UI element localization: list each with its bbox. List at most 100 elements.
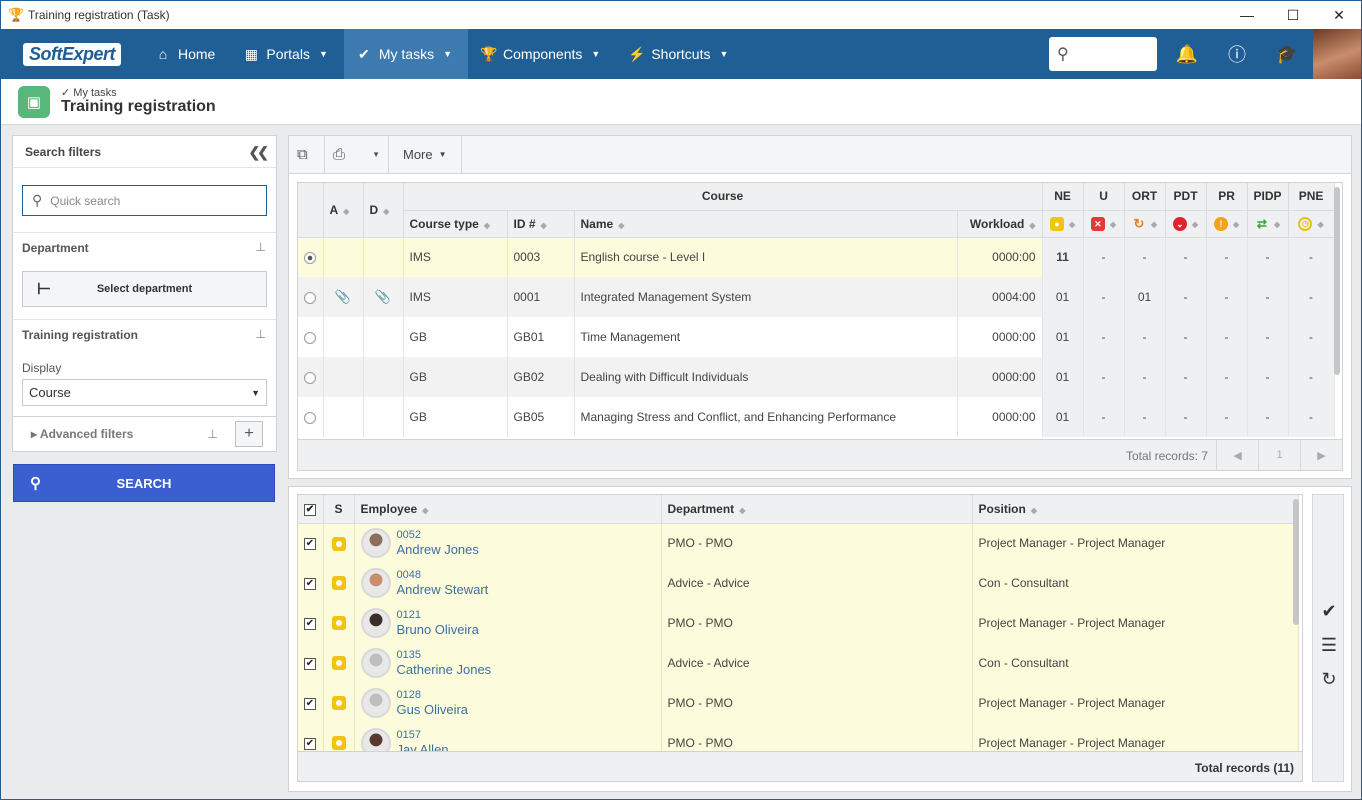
column-header-ort[interactable]: ORT xyxy=(1124,183,1166,211)
column-header-s[interactable]: S xyxy=(323,495,355,524)
status-count[interactable]: - xyxy=(1124,357,1166,397)
status-count[interactable]: - xyxy=(1206,237,1248,277)
status-count[interactable]: - xyxy=(1206,277,1248,317)
column-header-name[interactable]: Name ◆ xyxy=(574,210,958,238)
status-count[interactable]: - xyxy=(1247,237,1289,277)
search-button[interactable]: ⚲ SEARCH xyxy=(13,464,275,502)
nav-shortcuts[interactable]: ⚡ Shortcuts ▼ xyxy=(628,45,729,63)
course-row[interactable]: GB GB02 Dealing with Difficult Individuals… xyxy=(298,357,1335,397)
course-row[interactable]: GB GB05 Managing Stress and Conflict, and … xyxy=(298,397,1335,437)
user-avatar[interactable] xyxy=(1313,29,1361,79)
status-count[interactable]: - xyxy=(1083,397,1125,437)
column-header-pr[interactable]: PR xyxy=(1206,183,1248,211)
status-count[interactable]: - xyxy=(1083,277,1125,317)
course-row[interactable]: 📎 📎 IMS 0001 Integrated Management System 000… xyxy=(298,277,1335,317)
nav-home[interactable]: ⌂ Home xyxy=(143,29,231,79)
course-scrollbar[interactable] xyxy=(1334,187,1340,375)
advanced-filters-toggle[interactable]: ▸ Advanced filters xyxy=(31,427,134,441)
status-count[interactable]: - xyxy=(1247,277,1289,317)
status-count[interactable]: - xyxy=(1165,317,1207,357)
refresh-button[interactable]: ↻ xyxy=(1313,665,1345,693)
column-header-pne[interactable]: PNE xyxy=(1288,183,1335,211)
column-header-course-type[interactable]: Course type ◆ xyxy=(403,210,508,238)
employee-name[interactable]: Andrew Stewart xyxy=(396,581,489,597)
column-header-id[interactable]: ID # ◆ xyxy=(507,210,575,238)
row-checkbox[interactable]: ✔ xyxy=(304,617,316,630)
print-button[interactable]: ⎙ ▼ xyxy=(325,136,389,173)
status-count[interactable]: - xyxy=(1288,357,1335,397)
graduation-cap-icon[interactable]: 🎓 xyxy=(1275,43,1299,64)
global-search-input[interactable]: ⚲ xyxy=(1049,37,1157,71)
employee-name[interactable]: Catherine Jones xyxy=(396,661,492,677)
pin-icon[interactable]: ⊥ xyxy=(255,327,266,341)
status-count[interactable]: - xyxy=(1083,237,1125,277)
status-count[interactable]: 01 xyxy=(1042,357,1084,397)
employee-row[interactable]: ✔ 0157 Jay Allen PMO - PMO Project Manager -… xyxy=(298,723,1299,752)
employee-row[interactable]: ✔ 0121 Bruno Oliveira PMO - PMO Project Mana… xyxy=(298,603,1299,643)
status-count[interactable]: - xyxy=(1206,357,1248,397)
status-count[interactable]: 01 xyxy=(1042,317,1084,357)
close-button[interactable]: ✕ xyxy=(1333,6,1345,23)
attachment-icon[interactable]: 📎 xyxy=(374,289,392,304)
status-count[interactable]: - xyxy=(1206,317,1248,357)
employee-scrollbar[interactable] xyxy=(1293,499,1299,625)
row-radio[interactable] xyxy=(304,371,317,384)
nav-my-tasks[interactable]: ✔ My tasks ▼ xyxy=(343,29,469,79)
nav-portals[interactable]: ▦ Portals ▼ xyxy=(244,45,328,63)
column-header-d[interactable]: D ◆ xyxy=(363,183,404,238)
pin-icon[interactable]: ⊥ xyxy=(207,427,218,441)
row-radio[interactable] xyxy=(304,291,317,304)
row-radio[interactable] xyxy=(304,331,317,344)
view-button[interactable]: ⧉ xyxy=(289,136,325,173)
status-count[interactable]: - xyxy=(1083,357,1125,397)
pin-icon[interactable]: ⊥ xyxy=(255,240,266,254)
column-header-pidp[interactable]: PIDP xyxy=(1247,183,1289,211)
employee-name[interactable]: Bruno Oliveira xyxy=(396,621,479,637)
employee-name[interactable]: Andrew Jones xyxy=(396,541,479,557)
status-count[interactable]: - xyxy=(1124,397,1166,437)
column-header-workload[interactable]: Workload ◆ xyxy=(957,210,1043,238)
status-count[interactable]: - xyxy=(1247,357,1289,397)
maximize-button[interactable]: ☐ xyxy=(1286,6,1300,23)
status-count[interactable]: 01 xyxy=(1042,277,1084,317)
status-count[interactable]: - xyxy=(1288,397,1335,437)
row-checkbox[interactable]: ✔ xyxy=(304,697,316,710)
status-count[interactable]: - xyxy=(1247,397,1289,437)
status-count[interactable]: - xyxy=(1165,237,1207,277)
column-header-department[interactable]: Department ◆ xyxy=(661,495,973,524)
row-checkbox[interactable]: ✔ xyxy=(304,577,316,590)
column-header-u[interactable]: U xyxy=(1083,183,1125,211)
status-count[interactable]: - xyxy=(1288,317,1335,357)
status-count[interactable]: - xyxy=(1288,277,1335,317)
confirm-button[interactable]: ✔ xyxy=(1313,597,1345,625)
column-header-position[interactable]: Position ◆ xyxy=(972,495,1299,524)
status-count[interactable]: - xyxy=(1288,237,1335,277)
add-filter-button[interactable]: + xyxy=(235,421,263,447)
select-department-button[interactable]: ⊢ Select department xyxy=(22,271,267,307)
list-button[interactable]: ☰ xyxy=(1313,631,1345,659)
help-icon[interactable]: ⓘ xyxy=(1228,45,1246,65)
more-button[interactable]: More ▼ xyxy=(389,136,462,173)
row-radio[interactable] xyxy=(304,411,317,424)
employee-row[interactable]: ✔ 0048 Andrew Stewart Advice - Advice Con - … xyxy=(298,563,1299,603)
status-count[interactable]: - xyxy=(1124,237,1166,277)
prev-page-button[interactable]: ◀ xyxy=(1216,440,1258,470)
softexpert-logo[interactable]: SoftExpert xyxy=(1,29,143,79)
status-count[interactable]: 01 xyxy=(1124,277,1166,317)
employee-name[interactable]: Jay Allen xyxy=(396,741,449,752)
row-radio[interactable] xyxy=(304,252,317,265)
quick-search-input[interactable]: ⚲ Quick search xyxy=(22,185,267,216)
select-all-checkbox[interactable]: ✔ xyxy=(298,495,324,524)
course-row[interactable]: IMS 0003 English course - Level I 0000:00 11… xyxy=(298,237,1335,277)
breadcrumb-parent[interactable]: My tasks xyxy=(73,87,117,99)
minimize-button[interactable]: — xyxy=(1240,7,1254,23)
employee-row[interactable]: ✔ 0128 Gus Oliveira PMO - PMO Project Manage… xyxy=(298,683,1299,723)
employee-row[interactable]: ✔ 0052 Andrew Jones PMO - PMO Project Manage… xyxy=(298,523,1299,563)
status-count[interactable]: - xyxy=(1247,317,1289,357)
status-count[interactable]: - xyxy=(1124,317,1166,357)
column-header-employee[interactable]: Employee ◆ xyxy=(354,495,662,524)
status-count[interactable]: - xyxy=(1165,277,1207,317)
column-header-pdt[interactable]: PDT xyxy=(1165,183,1207,211)
status-count[interactable]: 01 xyxy=(1042,397,1084,437)
page-number[interactable]: 1 xyxy=(1258,440,1300,470)
